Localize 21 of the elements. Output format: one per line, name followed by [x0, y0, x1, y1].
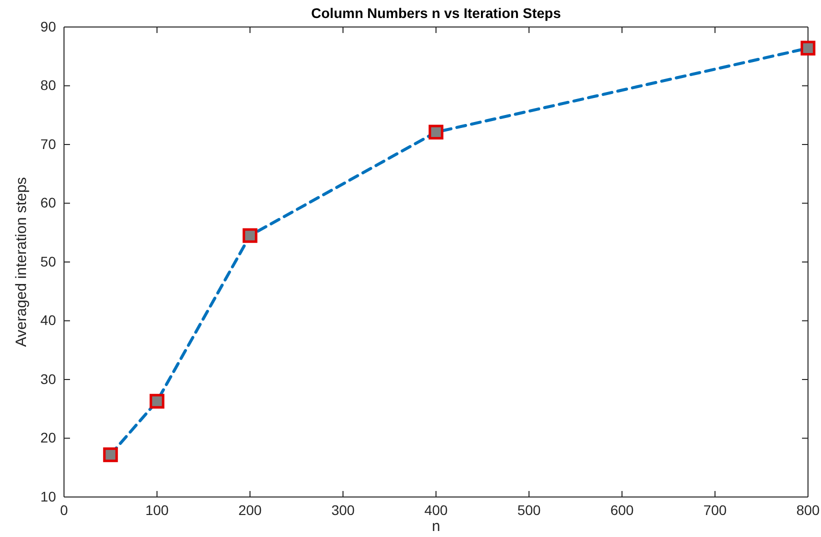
y-axis-title: Averaged interation steps [13, 177, 30, 347]
y-tick-label: 10 [40, 488, 56, 504]
y-tick-label: 30 [40, 370, 56, 387]
y-tick-label: 80 [40, 77, 56, 94]
y-tick-label: 70 [40, 136, 56, 152]
x-tick-label: 200 [238, 502, 262, 518]
y-tick-label: 20 [40, 430, 56, 446]
y-tick-label: 40 [40, 312, 56, 328]
x-tick-label: 700 [703, 502, 727, 518]
y-tick-label: 90 [40, 18, 56, 34]
x-tick-label: 100 [145, 502, 169, 518]
x-tick-label: 600 [610, 502, 634, 518]
y-tick-label: 50 [40, 253, 56, 270]
x-tick-label: 300 [331, 502, 355, 518]
y-tick-label: 60 [40, 194, 56, 211]
chart-title: Column Numbers n vs Iteration Steps [311, 5, 562, 21]
x-tick-label: 400 [424, 502, 448, 518]
x-tick-label: 0 [60, 502, 68, 518]
x-axis-title: n [432, 518, 440, 535]
x-tick-label: 500 [517, 502, 541, 518]
x-tick-label: 800 [796, 502, 820, 518]
